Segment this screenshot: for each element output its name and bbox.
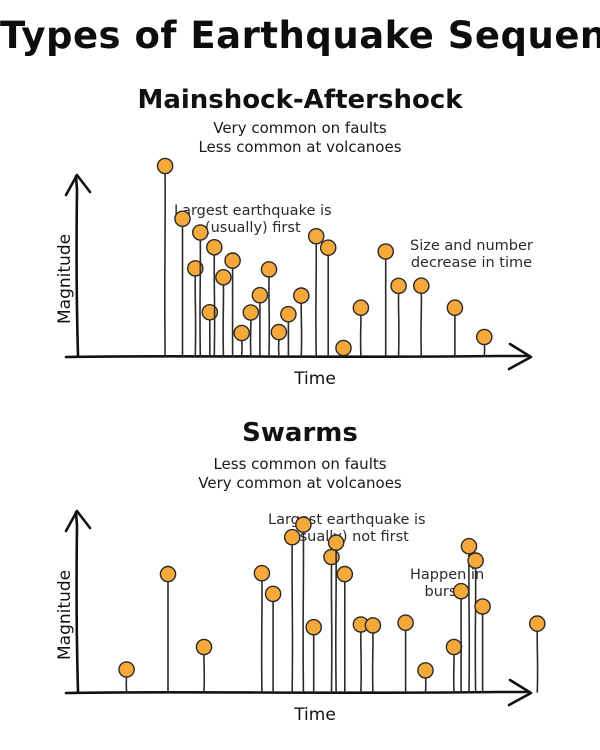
annotation-largest-first-line-2: (usually) first	[204, 220, 301, 237]
earthquake-dot	[201, 303, 219, 321]
axis-y-arrowhead-1	[64, 173, 92, 197]
earthquake-dot	[352, 299, 370, 317]
axis-x-line-1	[64, 354, 530, 359]
panel-subtitle-swarms: Less common on faults Very common at vol…	[0, 455, 600, 493]
earthquake-dot	[118, 661, 135, 678]
earthquake-dot	[364, 617, 382, 634]
earthquake-dot	[412, 277, 430, 295]
axis-y-line-1	[74, 174, 80, 358]
earthquake-dot	[305, 618, 323, 636]
earthquake-dot	[215, 268, 232, 286]
annotation-largest-not-first-line-2: (usually) not first	[284, 529, 409, 546]
earthquake-dot	[295, 516, 312, 533]
earthquake-dot	[474, 598, 491, 615]
earthquake-dot	[264, 585, 282, 603]
panel-subtitle-line-1: Very common on faults	[213, 119, 387, 137]
earthquake-dot	[159, 565, 177, 583]
earthquake-dot	[335, 339, 352, 357]
earthquake-dot	[242, 304, 260, 321]
annotation-largest-first-line-1: Largest earthquake is	[174, 203, 332, 219]
earthquake-dot	[253, 564, 271, 582]
annotation-decrease-in-time-line-1: Size and number	[410, 238, 533, 254]
annotation-largest-first: Largest earthquake is (usually) first	[174, 203, 332, 238]
panel-subtitle-mainshock-aftershock: Very common on faults Less common at vol…	[0, 119, 600, 157]
axis-x-line-2	[64, 690, 530, 695]
page-title: Types of Earthquake Sequences	[0, 14, 600, 57]
earthquake-dot	[156, 157, 174, 175]
panel-subtitle-line-2: Very common at volcanoes	[198, 473, 402, 492]
earthquake-dot	[270, 323, 288, 341]
earthquake-dot	[283, 528, 301, 546]
panel-subtitle-line-2: Less common at volcanoes	[198, 137, 402, 156]
earthquake-dot	[390, 277, 407, 295]
earthquake-dot	[377, 243, 395, 260]
stem-group-2	[118, 516, 546, 693]
x-axis-label-time-1: Time	[294, 369, 336, 389]
annotation-decrease-in-time: Size and number decrease in time	[410, 238, 533, 273]
earthquake-dot	[446, 299, 464, 317]
earthquake-dot	[467, 552, 484, 569]
earthquake-dot	[475, 328, 493, 346]
panel-title-swarms: Swarms	[242, 418, 358, 448]
annotation-happen-in-bursts-line-1: Happen in	[410, 567, 485, 583]
earthquake-dot	[191, 224, 209, 241]
earthquake-dot	[336, 565, 354, 583]
axis-x-arrowhead-1	[507, 342, 533, 371]
earthquake-dot	[460, 537, 478, 555]
axis-y-line-2	[74, 510, 80, 694]
earthquake-dot	[224, 252, 241, 269]
panel-title-mainshock-aftershock: Mainshock-Aftershock	[137, 85, 463, 115]
earthquake-dot	[319, 239, 337, 256]
earthquake-dot	[260, 261, 278, 278]
earthquake-dot	[251, 286, 269, 304]
axis-y-arrowhead-2	[64, 509, 92, 533]
stem-group-1	[156, 157, 493, 357]
earthquake-dot	[327, 534, 345, 551]
earthquake-dot	[233, 324, 250, 342]
earthquake-dot	[186, 260, 204, 277]
annotation-decrease-in-time-line-2: decrease in time	[410, 255, 533, 272]
earthquake-dot	[417, 662, 434, 679]
earthquake-dot	[195, 638, 213, 656]
panel-subtitle-line-1: Less common on faults	[213, 455, 387, 473]
earthquake-dot	[174, 210, 191, 228]
axis-x-arrowhead-2	[507, 678, 533, 707]
earthquake-dot	[452, 582, 470, 600]
earthquake-dot	[280, 305, 297, 323]
earthquake-dot	[307, 227, 325, 245]
earthquake-dot	[529, 615, 546, 632]
earthquake-dot	[445, 638, 463, 656]
earthquake-dot	[205, 238, 223, 256]
earthquake-dot	[397, 614, 414, 632]
x-axis-label-time-2: Time	[294, 705, 336, 725]
earthquake-dot	[292, 287, 310, 304]
